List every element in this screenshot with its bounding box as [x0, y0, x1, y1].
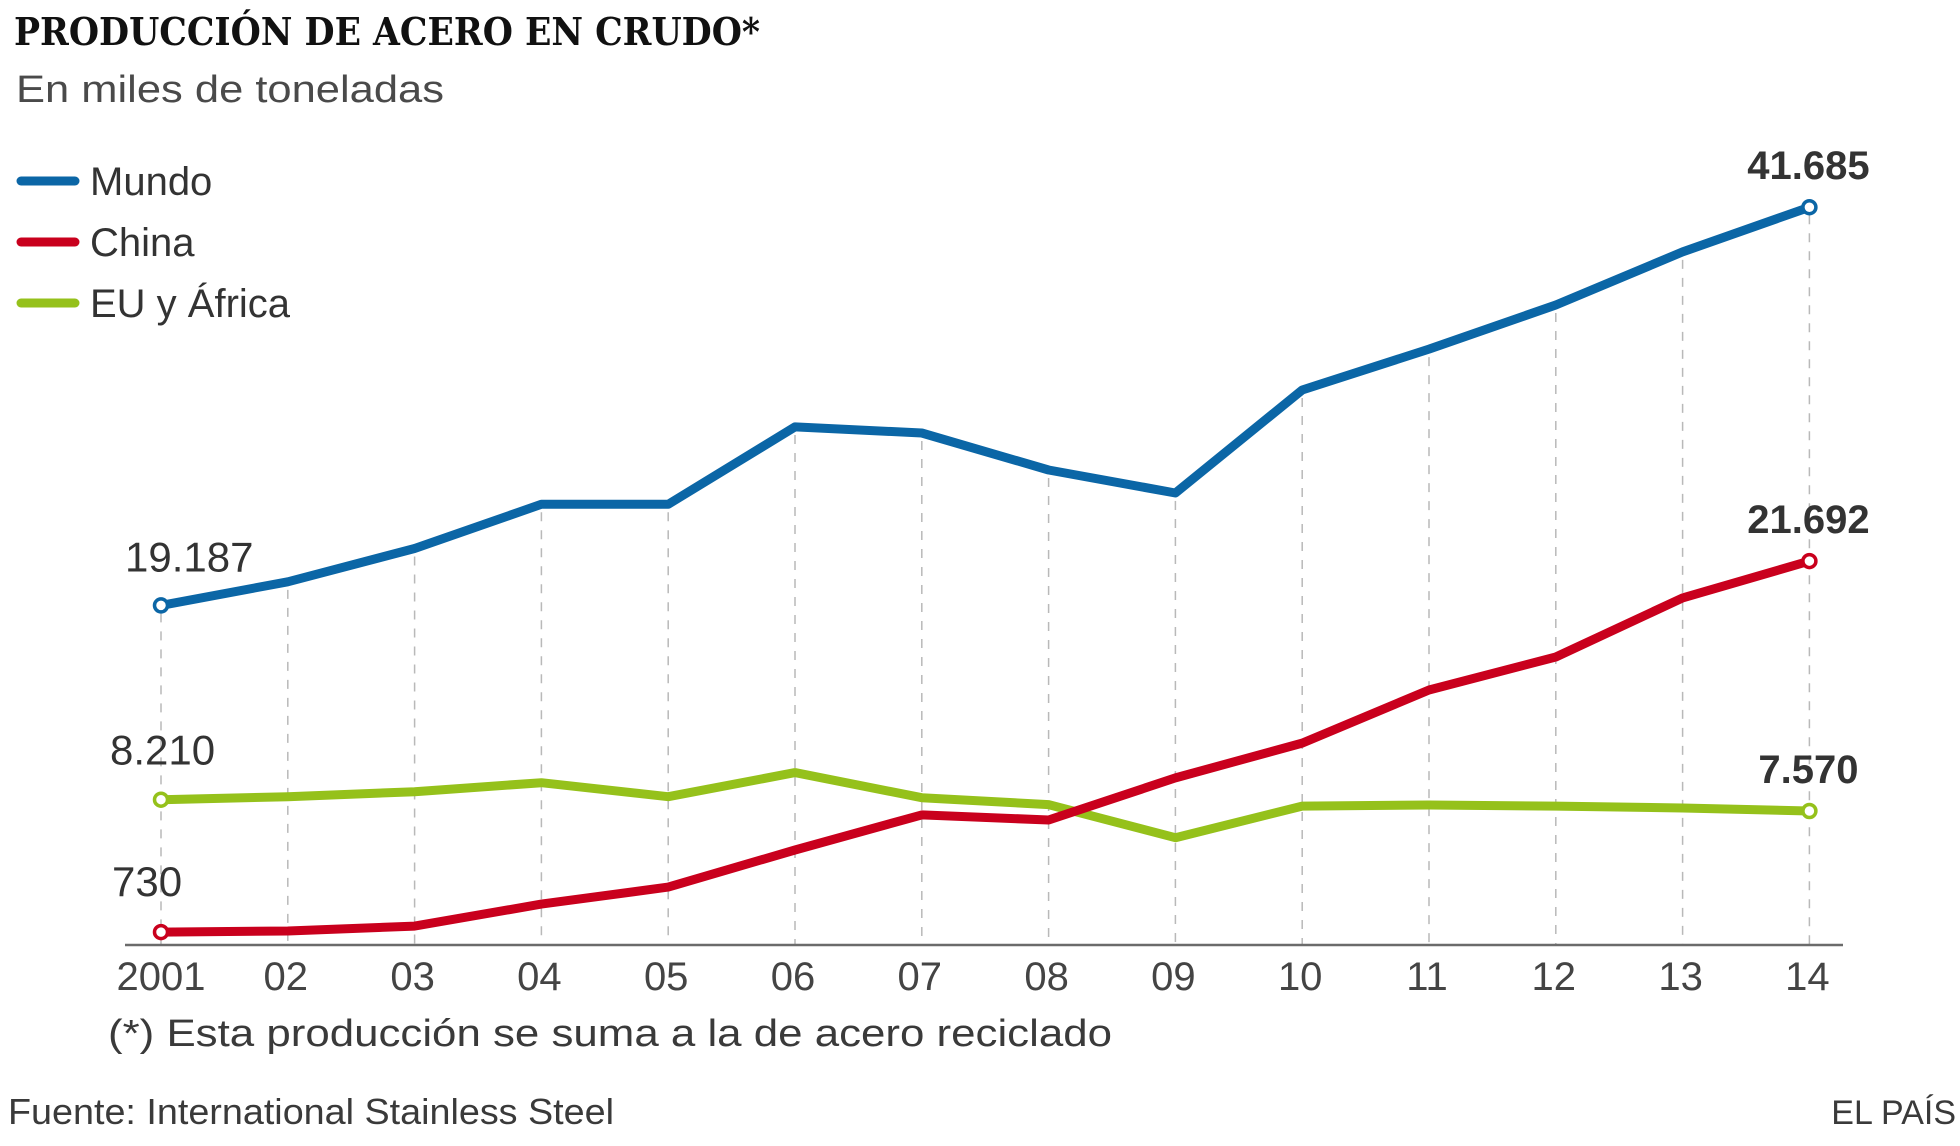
endpoint-marker: [152, 923, 170, 941]
gridlines: [160, 215, 1811, 945]
x-tick-label: 13: [1658, 955, 1703, 999]
endpoint-marker: [1801, 802, 1818, 820]
footnote: (*) Esta producción se suma a la de acer…: [108, 1013, 1112, 1055]
end-value-label: 41.685: [1747, 144, 1869, 188]
data-labels: 19.187 41.685 730 21.692 8.210 7.570: [110, 144, 1870, 905]
legend: Mundo China EU y África: [16, 160, 291, 326]
start-value-label: 19.187: [125, 533, 253, 580]
end-value-label: 21.692: [1747, 498, 1869, 542]
series-line-china: [156, 556, 1814, 937]
x-tick-label: 2001: [117, 955, 206, 999]
x-tick-label: 09: [1151, 955, 1196, 999]
x-tick-label: 03: [390, 955, 435, 999]
end-value-label: 7.570: [1758, 748, 1858, 792]
x-tick-label: 14: [1785, 955, 1830, 999]
endpoint-marker: [152, 597, 170, 614]
x-tick-label: 05: [644, 955, 689, 999]
legend-label: China: [90, 221, 195, 265]
chart-title: PRODUCCIÓN DE ACERO EN CRUDO*: [14, 9, 760, 54]
start-value-label: 730: [112, 858, 182, 905]
endpoint-marker: [1801, 198, 1818, 216]
endpoint-marker: [152, 791, 170, 808]
start-value-label: 8.210: [110, 727, 215, 774]
x-tick-label: 12: [1532, 955, 1577, 999]
x-tick-label: 11: [1406, 955, 1448, 999]
chart-subtitle: En miles de toneladas: [16, 69, 444, 111]
x-tick-label: 10: [1278, 955, 1323, 999]
x-tick-label: 08: [1024, 955, 1069, 999]
x-tick-labels: 2001 02 03 04 05 06 07 08 09 10 11 12 13 14: [117, 955, 1830, 999]
source-note: Fuente: International Stainless Steel: [8, 1091, 614, 1132]
x-tick-label: 02: [264, 955, 309, 999]
brand-logo: EL PAÍS: [1831, 1094, 1956, 1132]
series-lines: [152, 198, 1818, 941]
legend-label: EU y África: [90, 281, 291, 326]
x-tick-label: 06: [771, 955, 816, 999]
x-tick-label: 04: [517, 955, 562, 999]
x-tick-label: 07: [898, 955, 943, 999]
series-line-mundo: [156, 202, 1814, 610]
series-line-eu-y-frica: [156, 768, 1814, 843]
endpoint-marker: [1801, 552, 1818, 570]
legend-label: Mundo: [90, 160, 212, 204]
